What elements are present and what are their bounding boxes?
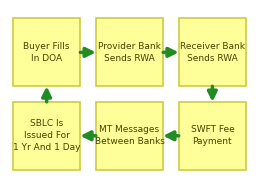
- FancyBboxPatch shape: [13, 18, 80, 86]
- FancyBboxPatch shape: [96, 102, 163, 170]
- FancyBboxPatch shape: [13, 102, 80, 170]
- Text: Buyer Fills
In DOA: Buyer Fills In DOA: [23, 42, 70, 63]
- Text: MT Messages
Between Banks: MT Messages Between Banks: [95, 125, 164, 146]
- Text: Provider Bank
Sends RWA: Provider Bank Sends RWA: [98, 42, 161, 63]
- FancyBboxPatch shape: [96, 18, 163, 86]
- FancyBboxPatch shape: [179, 102, 246, 170]
- Text: SWFT Fee
Payment: SWFT Fee Payment: [191, 125, 234, 146]
- Text: SBLC Is
Issued For
1 Yr And 1 Day: SBLC Is Issued For 1 Yr And 1 Day: [13, 120, 80, 152]
- FancyBboxPatch shape: [179, 18, 246, 86]
- Text: Receiver Bank
Sends RWA: Receiver Bank Sends RWA: [180, 42, 245, 63]
